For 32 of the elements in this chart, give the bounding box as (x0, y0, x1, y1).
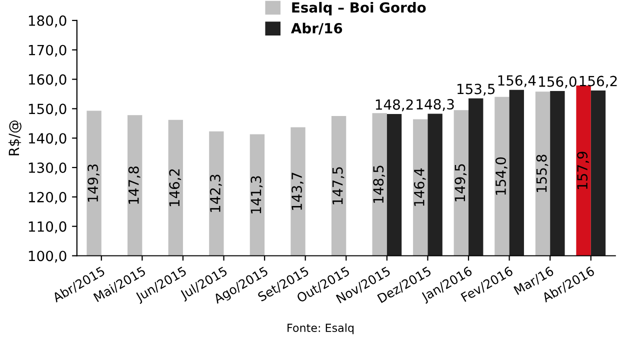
data-label: 146,2 (169, 169, 182, 206)
data-label: 149,5 (454, 164, 467, 202)
y-tick-label: 170,0 (28, 44, 66, 57)
data-label: 148,5 (373, 166, 386, 203)
data-label: 154,0 (495, 157, 508, 195)
data-label: 147,8 (128, 166, 140, 204)
y-tick-label: 160,0 (28, 74, 66, 86)
data-label: 156,2 (580, 76, 617, 88)
data-label: 146,4 (414, 168, 426, 206)
y-tick-label: 130,0 (28, 162, 66, 174)
legend-label: Esalq – Boi Gordo (292, 2, 426, 16)
legend-label: Abr/16 (290, 22, 342, 35)
data-label: 157,9 (577, 152, 589, 189)
data-label: 155,8 (536, 154, 548, 192)
data-label: 142,3 (210, 174, 222, 212)
data-label: 149,3 (88, 164, 100, 202)
y-axis-title: R$/@ (8, 120, 22, 156)
data-label: 141,3 (250, 176, 263, 214)
data-label: 156,4 (498, 75, 536, 88)
y-tick-label: 120,0 (28, 192, 66, 204)
y-tick-label: 150,0 (28, 104, 66, 116)
data-label: 143,7 (292, 172, 304, 210)
data-label: 148,2 (376, 99, 413, 112)
y-tick-label: 140,0 (28, 133, 66, 145)
data-label: 148,3 (416, 99, 454, 111)
y-tick-label: 100,0 (28, 250, 66, 263)
source-note: Fonte: Esalq (288, 323, 354, 334)
data-label: 147,5 (332, 167, 344, 204)
data-label: 156,0 (539, 76, 576, 88)
data-label: 153,5 (458, 84, 495, 96)
y-tick-label: 180,0 (28, 15, 66, 28)
y-tick-label: 110,0 (28, 221, 66, 234)
